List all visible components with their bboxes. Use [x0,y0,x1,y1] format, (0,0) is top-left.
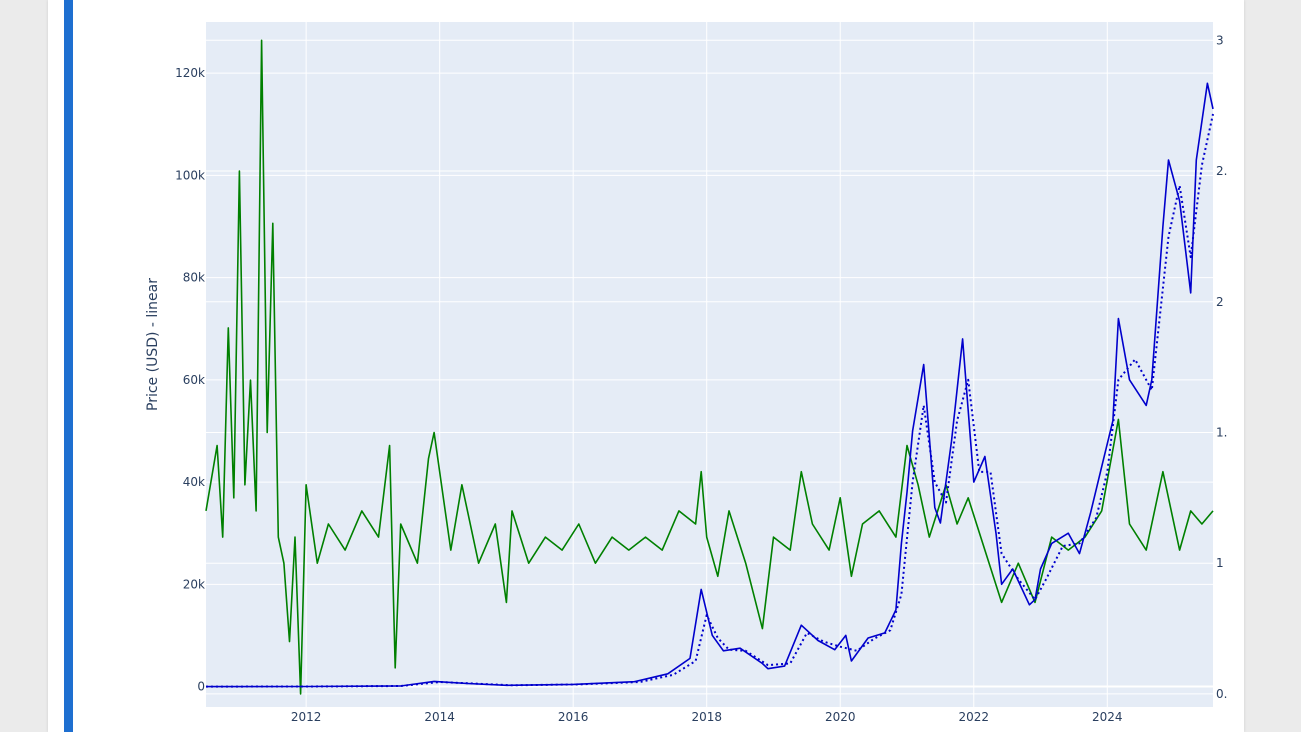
x-tick-label: 2018 [691,710,722,724]
y2-tick-label: 2 [1216,295,1224,309]
y2-tick-label: 2. [1216,164,1227,178]
plot-area [206,22,1213,707]
y-tick-label: 40k [183,475,205,489]
y-tick-label: 20k [183,577,205,591]
y-axis: 0 20k 40k 60k 80k 100k 120k [175,66,205,693]
y2-tick-label: 3 [1216,33,1224,47]
y2-tick-label: 1. [1216,425,1227,439]
y-tick-label: 100k [175,168,205,182]
x-tick-label: 2016 [558,710,589,724]
y-tick-label: 60k [183,373,205,387]
accent-bar [64,0,73,732]
x-tick-label: 2024 [1092,710,1123,724]
y2-axis: 0. 1 1. 2 2. 3 [1216,33,1227,701]
y-tick-label: 120k [175,66,205,80]
y2-tick-label: 1 [1216,556,1224,570]
y-gridlines [206,39,1213,695]
x-tick-label: 2014 [424,710,455,724]
series-line-1 [205,39,1214,695]
y-axis-title: Price (USD) - linear [145,278,161,411]
x-tick-label: 2012 [291,710,322,724]
x-tick-label: 2022 [958,710,989,724]
x-axis: 2012 2014 2016 2018 2020 2022 2024 [291,710,1123,724]
series-line-2 [205,82,1214,688]
series-layer [205,39,1214,695]
y-tick-label: 80k [183,271,205,285]
x-tick-label: 2020 [825,710,856,724]
x-gridlines [305,22,1108,707]
y-tick-label: 0 [197,680,205,694]
y2-tick-label: 0. [1216,687,1227,701]
